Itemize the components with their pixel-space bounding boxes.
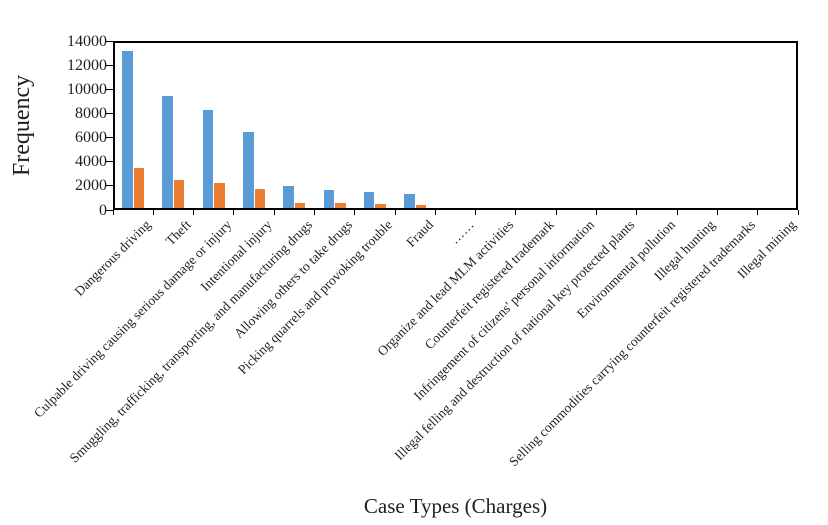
y-axis-tick: [106, 161, 113, 163]
x-axis-tick: [313, 210, 315, 215]
y-axis-tick: [106, 112, 113, 114]
bar-blue-2: [162, 95, 173, 208]
y-axis-tick: [106, 185, 113, 187]
x-axis-tick: [716, 210, 718, 215]
x-axis-tick: [233, 210, 235, 215]
bar-blue-4: [243, 131, 254, 208]
x-axis-tick: [757, 210, 759, 215]
x-category-label: Theft: [162, 217, 195, 249]
y-axis-tick: [106, 209, 113, 211]
bar-orange-7: [375, 204, 386, 208]
bar-blue-1: [122, 51, 133, 208]
x-axis-tick: [596, 210, 598, 215]
bar-blue-3: [202, 110, 214, 208]
y-axis-tick: [106, 137, 113, 139]
x-axis-title: Case Types (Charges): [363, 494, 548, 518]
x-axis-tick: [636, 210, 638, 215]
bar-orange-4: [254, 188, 266, 208]
y-axis-title-text: Frequency: [9, 74, 36, 177]
bar-orange-3: [214, 182, 225, 208]
x-axis-tick: [273, 210, 275, 215]
x-axis-tick: [112, 210, 114, 215]
y-tick-label: 2000: [75, 177, 107, 195]
x-axis-tick: [515, 210, 517, 215]
x-axis-tick: [475, 210, 477, 215]
bar-blue-8: [404, 193, 415, 208]
x-axis-tick: [193, 210, 195, 215]
x-axis-tick: [797, 210, 799, 215]
y-tick-label: 6000: [75, 129, 107, 147]
bar-orange-6: [335, 203, 346, 208]
x-axis-tick: [676, 210, 678, 215]
bar-blue-7: [363, 192, 375, 208]
x-axis-tick: [434, 210, 436, 215]
y-tick-label: 8000: [75, 104, 107, 122]
x-category-label: Intentional injury: [197, 217, 275, 295]
x-category-label: ……: [446, 217, 477, 247]
y-axis-tick: [106, 64, 113, 66]
x-axis-tick: [354, 210, 356, 215]
y-axis-tick: [106, 88, 113, 90]
plot-area: [113, 41, 798, 210]
bar-blue-6: [323, 190, 335, 208]
y-tick-label: 0: [99, 201, 107, 219]
x-axis-tick: [152, 210, 154, 215]
x-category-label: Fraud: [402, 217, 436, 250]
bar-orange-1: [133, 168, 145, 208]
y-axis-tick: [106, 40, 113, 42]
y-tick-label: 10000: [67, 80, 107, 98]
bar-orange-5: [294, 202, 306, 208]
bar-orange-8: [415, 204, 427, 208]
y-tick-label: 12000: [67, 56, 107, 74]
y-tick-label: 14000: [67, 32, 107, 50]
bar-orange-2: [173, 179, 185, 208]
x-category-label: Infringement of citizens' personal infor…: [410, 217, 597, 404]
bar-blue-5: [283, 185, 294, 208]
y-tick-label: 4000: [75, 153, 107, 171]
x-axis-tick: [555, 210, 557, 215]
x-category-label: Dangerous driving: [71, 217, 154, 299]
x-axis-tick: [394, 210, 396, 215]
